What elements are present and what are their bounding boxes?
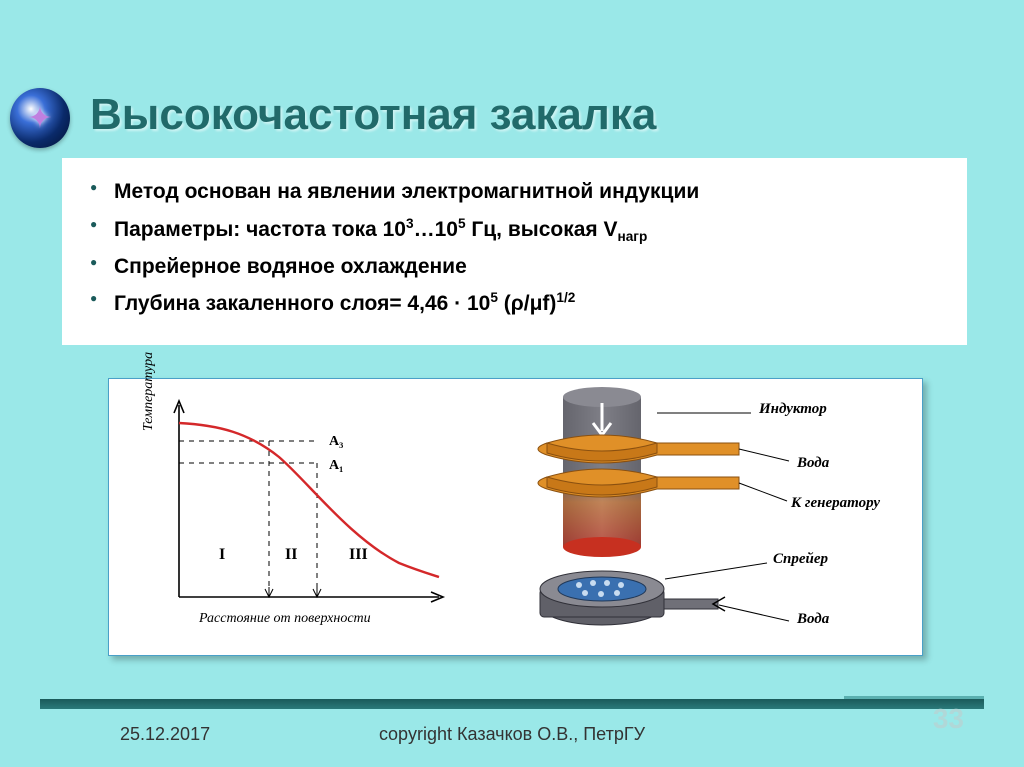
temperature-chart: А₃ А₁ I II III: [119, 387, 459, 645]
label-generator: К генератору: [791, 495, 880, 512]
svg-text:А₃: А₃: [329, 434, 343, 449]
bullet-list: Метод основан на явлении электромагнитно…: [86, 176, 943, 321]
star-icon: ✦: [27, 101, 52, 136]
label-water: Вода: [797, 455, 829, 472]
figure-panel: А₃ А₁ I II III Температура Расстояние от…: [108, 378, 923, 656]
sprayer: [540, 571, 725, 625]
svg-text:I: I: [219, 546, 225, 563]
page-number: 33: [933, 703, 964, 735]
bullet-item: Метод основан на явлении электромагнитно…: [86, 176, 943, 209]
bullet-item: Параметры: частота тока 103…105 Гц, высо…: [86, 213, 943, 247]
label-sprayer: Спрейер: [773, 551, 828, 568]
logo-badge: ✦: [10, 88, 70, 148]
footer-divider: [40, 699, 984, 709]
label-water2: Вода: [797, 611, 829, 628]
svg-text:II: II: [285, 546, 297, 563]
xlabel: Расстояние от поверхности: [199, 611, 371, 627]
bullet-item: Глубина закаленного слоя= 4,46 · 105 (ρ/…: [86, 287, 943, 321]
induction-diagram: [489, 383, 919, 651]
bullet-box: Метод основан на явлении электромагнитно…: [62, 158, 967, 345]
footer-copyright: copyright Казачков О.В., ПетрГУ: [0, 724, 1024, 745]
label-inductor: Индуктор: [759, 401, 827, 418]
slide-title: Высокочастотная закалка: [90, 90, 984, 140]
svg-text:А₁: А₁: [329, 458, 343, 473]
ylabel: Температура: [141, 352, 157, 431]
bullet-item: Спрейерное водяное охлаждение: [86, 251, 943, 284]
svg-text:III: III: [349, 546, 368, 563]
